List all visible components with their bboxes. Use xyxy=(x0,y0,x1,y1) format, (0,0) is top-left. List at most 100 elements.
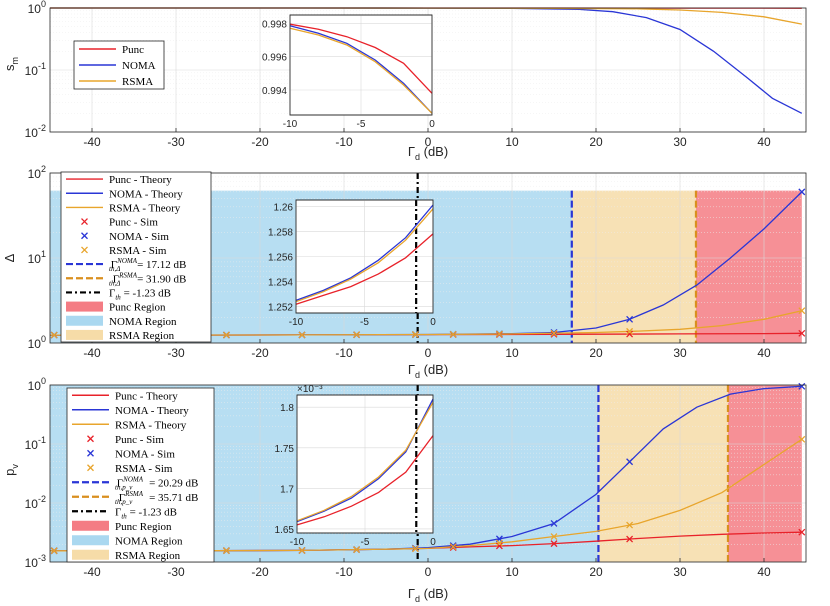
series-line-rsma xyxy=(50,438,803,552)
legend-label: NOMA Region xyxy=(115,535,183,547)
inset-s_m: -10 -5 0 0.994 0.996 0.998 xyxy=(262,14,435,130)
legend-marker xyxy=(81,218,88,226)
sim-marker-punc xyxy=(798,528,806,536)
legend-s_m: Punc NOMA RSMA xyxy=(73,40,165,90)
inset-series-line-punc xyxy=(296,435,434,526)
inset-border xyxy=(295,199,434,314)
x-axis-label: Γd (dB) xyxy=(408,586,448,604)
x-tick-label: 40 xyxy=(757,565,771,579)
legend-label: NOMA - Sim xyxy=(109,231,169,243)
sim-marker-rsma xyxy=(353,546,361,554)
x-tick-label: 40 xyxy=(757,346,771,360)
legend-delta: Punc - Theory NOMA - Theory RSMA - Theory P… xyxy=(60,171,212,343)
sim-marker-noma xyxy=(626,458,634,466)
inset-y-tick-label: 1.252 xyxy=(268,303,293,314)
sim-marker-punc xyxy=(495,542,503,550)
inset-y-tick-label: 1.75 xyxy=(275,444,295,455)
y-axis-label: Δ xyxy=(2,253,17,262)
legend-swatch xyxy=(66,329,103,340)
x-tick-label: -20 xyxy=(251,565,269,579)
y-tick-label: 10-1 xyxy=(25,435,46,452)
x-axis-label: Γd (dB) xyxy=(408,144,448,162)
legend-marker xyxy=(87,435,94,443)
inset-y-tick-label: 1.65 xyxy=(275,525,295,536)
inset-series-line-noma xyxy=(289,25,433,114)
sim-marker-punc xyxy=(798,329,806,337)
inset-x-tick-label: 0 xyxy=(430,317,436,328)
legend-label: NOMA - Theory xyxy=(109,188,183,200)
legend-label: RSMA - Theory xyxy=(115,419,187,431)
x-tick-label: 20 xyxy=(589,565,603,579)
legend-label: Punc - Sim xyxy=(109,217,158,229)
legend-label: ΓNOMA th,Δ = 17.12 dB xyxy=(109,257,186,273)
inset-x-tick-label: -10 xyxy=(283,119,298,130)
x-tick-label: -10 xyxy=(335,346,353,360)
inset-series-line-rsma xyxy=(296,401,434,522)
sim-marker-rsma xyxy=(50,547,58,555)
y-tick-label: 10-2 xyxy=(25,494,46,511)
x-tick-label: 10 xyxy=(505,135,519,149)
legend-label: NOMA Region xyxy=(109,316,177,328)
y-tick-label: 101 xyxy=(28,249,46,266)
x-tick-label: 40 xyxy=(757,135,771,149)
sim-marker-rsma xyxy=(222,547,230,555)
y-tick-label: 10-1 xyxy=(25,61,46,78)
legend-swatch xyxy=(72,535,109,546)
legend-label: Punc - Theory xyxy=(115,390,178,402)
legend-swatch xyxy=(66,315,103,326)
sim-marker-punc xyxy=(550,540,558,548)
y-axis-label: sm xyxy=(2,57,20,71)
y-axis-label: pv xyxy=(2,464,20,476)
legend-swatch xyxy=(66,301,103,312)
legend-label: ΓNOMA th,p_v = 20.29 dB xyxy=(115,475,198,491)
x-axis-label: Γd (dB) xyxy=(408,362,448,380)
x-tick-label: -10 xyxy=(335,135,353,149)
inset-y-tick-label: 1.258 xyxy=(268,227,293,238)
inset-series-line-noma xyxy=(295,204,434,302)
legend-swatch xyxy=(72,520,109,531)
region-punc xyxy=(695,190,802,343)
legend-label: RSMA Region xyxy=(115,550,181,562)
inset-y-tick-label: 1.7 xyxy=(280,484,294,495)
x-tick-label: 20 xyxy=(589,135,603,149)
sim-marker-punc xyxy=(550,330,558,338)
inset-series-line-punc xyxy=(289,23,433,94)
inset-border xyxy=(289,14,433,116)
sim-marker-rsma xyxy=(449,330,457,338)
sim-marker-rsma xyxy=(626,327,634,335)
legend-label: Punc xyxy=(122,44,144,56)
legend-label: RSMA - Theory xyxy=(109,202,181,214)
x-tick-label: -40 xyxy=(83,346,101,360)
legend-label: RSMA Region xyxy=(109,330,175,342)
inset-y-tick-label: 1.256 xyxy=(268,253,293,264)
inset-y-tick-label: 1.26 xyxy=(274,202,294,213)
inset-exponent-label: ×10⁻³ xyxy=(297,384,323,395)
legend-p_v: Punc - Theory NOMA - Theory RSMA - Theory P… xyxy=(66,387,215,563)
inset-x-tick-label: -10 xyxy=(289,317,304,328)
sim-marker-rsma xyxy=(353,331,361,339)
y-tick-label: 10-3 xyxy=(25,553,46,570)
inset-x-tick-label: 0 xyxy=(429,119,435,130)
chart-p_v: -40 -30 -20 -10 0 10 20 30 40 10-3 10-2 10-1 100 pv Γd… xyxy=(2,376,807,604)
sim-marker-rsma xyxy=(495,330,503,338)
legend-label: ΓRSMA th,Δ = 31.90 dB xyxy=(109,271,186,287)
chart-delta: -40 -30 -20 -10 0 10 20 30 40 100 101 102 Δ Γd (dB) -1… xyxy=(2,164,807,380)
x-tick-label: 0 xyxy=(425,346,432,360)
sim-marker-rsma xyxy=(298,546,306,554)
y-tick-label: 100 xyxy=(28,376,46,393)
sim-marker-noma xyxy=(449,542,457,550)
x-tick-label: 30 xyxy=(673,565,687,579)
legend-label: NOMA xyxy=(122,60,156,72)
legend-label: RSMA xyxy=(122,76,153,88)
inset-x-tick-label: 0 xyxy=(430,537,436,548)
inset-x-tick-label: -5 xyxy=(360,317,369,328)
sim-marker-noma xyxy=(626,315,634,323)
y-tick-label: 100 xyxy=(28,334,46,351)
x-tick-label: -30 xyxy=(167,135,185,149)
x-tick-label: -10 xyxy=(335,565,353,579)
sim-marker-rsma xyxy=(798,307,806,315)
legend-label: Γth = -1.23 dB xyxy=(115,506,177,520)
inset-x-tick-label: -5 xyxy=(361,537,370,548)
inset-border xyxy=(296,394,434,534)
